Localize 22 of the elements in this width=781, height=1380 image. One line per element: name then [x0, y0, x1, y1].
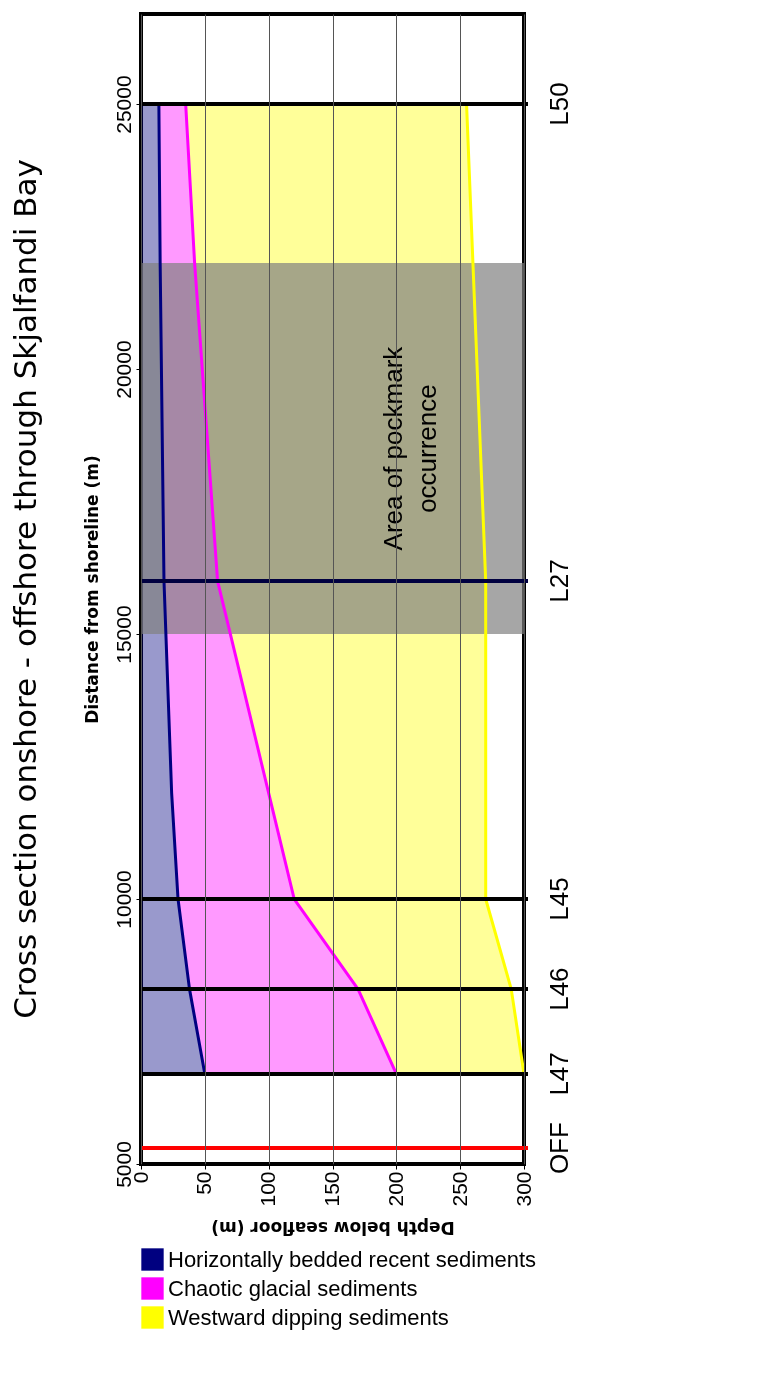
- x-axis-title: Depth below seafloor (m): [211, 1217, 455, 1238]
- ref-line-label: OFF: [544, 1122, 574, 1175]
- x-tick-label: 200: [383, 1171, 407, 1207]
- text: Cross section onshore - offshore through Skjalfandi Bay: [7, 159, 43, 1019]
- ref-line-label: L27: [544, 559, 574, 603]
- ref-line-label: L45: [544, 877, 574, 921]
- ref-line-label: L46: [544, 967, 574, 1011]
- x-tick-label: 150: [320, 1171, 343, 1207]
- x-tick-label: 100: [256, 1171, 280, 1207]
- y-tick-label: 20000: [111, 340, 135, 399]
- legend-label: Westward dipping sediments: [168, 1304, 449, 1330]
- x-tick-label: 300: [511, 1171, 535, 1207]
- y-axis-title: Distance from shoreline (m): [81, 455, 102, 724]
- y-tick-label: 10000: [111, 870, 135, 929]
- legend-label: Horizontally bedded recent sediments: [168, 1246, 537, 1272]
- ref-line-label: L47: [544, 1052, 574, 1096]
- ref-line-label: L50: [544, 82, 574, 126]
- y-tick-label: 25000: [111, 75, 135, 134]
- x-tick-label: 50: [192, 1171, 216, 1195]
- y-tick-label: 15000: [111, 605, 135, 664]
- x-tick-label: 250: [447, 1171, 471, 1207]
- legend-label: Chaotic glacial sediments: [168, 1275, 418, 1301]
